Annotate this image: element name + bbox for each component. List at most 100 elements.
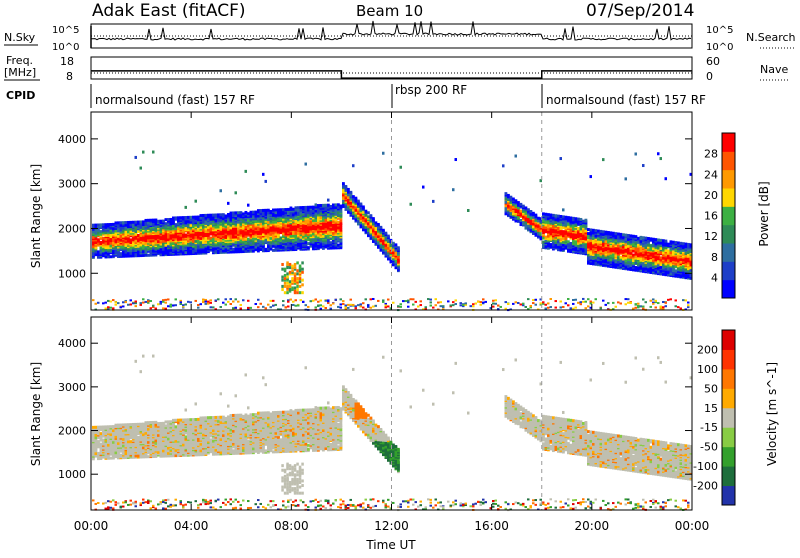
power-cell <box>332 203 335 206</box>
power-cell <box>380 226 383 229</box>
power-cell <box>140 302 143 304</box>
power-cell <box>262 221 265 224</box>
power-cell <box>530 225 533 228</box>
power-cell <box>382 234 385 237</box>
power-cell <box>230 226 233 229</box>
power-cell <box>650 262 653 265</box>
power-cell <box>262 228 265 231</box>
power-cell <box>327 302 330 304</box>
power-cell <box>277 247 280 250</box>
power-cell <box>392 242 395 245</box>
power-cell <box>395 251 398 254</box>
power-cell <box>317 301 320 303</box>
power-cell <box>367 304 370 306</box>
power-cell <box>375 221 378 224</box>
power-cell <box>565 302 568 304</box>
power-cell <box>580 303 583 305</box>
power-cell <box>387 299 390 301</box>
power-cell <box>247 307 250 309</box>
power-cell <box>590 301 593 303</box>
power-cell <box>472 303 475 305</box>
power-cell <box>217 298 220 300</box>
power-cell <box>660 272 663 275</box>
power-cell <box>150 219 153 222</box>
power-cell <box>135 235 138 238</box>
power-cell <box>655 242 658 245</box>
power-cell <box>555 241 558 244</box>
power-cell <box>545 226 548 229</box>
power-cell <box>325 204 328 207</box>
power-cell <box>110 234 113 237</box>
power-cell <box>517 206 520 209</box>
power-cell <box>190 233 193 236</box>
power-cell <box>447 300 450 302</box>
power-cell <box>360 216 363 219</box>
power-cell <box>235 229 238 232</box>
power-cell <box>307 306 310 308</box>
power-cell <box>210 224 213 227</box>
power-cell <box>280 208 283 211</box>
power-cell <box>355 197 358 200</box>
cpid-row: CPID normalsound (fast) 157 RF rbsp 200 … <box>6 83 706 108</box>
power-cell <box>107 255 110 258</box>
nsky-panel: N.Sky 10^5 10^0 10^5 10^0 N.Search <box>4 21 796 53</box>
power-cell <box>167 233 170 236</box>
power-cell <box>282 304 285 306</box>
power-cell <box>325 300 328 302</box>
power-cell <box>150 232 153 235</box>
power-cell <box>122 301 125 303</box>
power-cell <box>432 200 435 203</box>
power-cell <box>137 250 140 253</box>
power-cell <box>320 209 323 212</box>
power-cell <box>580 234 583 237</box>
power-cell <box>550 306 553 308</box>
power-cell <box>112 227 115 230</box>
power-cell <box>310 238 313 241</box>
power-cell <box>287 305 290 307</box>
power-cell <box>522 303 525 305</box>
power-cell <box>507 194 510 197</box>
power-cell <box>272 300 275 302</box>
power-cell <box>110 244 113 247</box>
power-cell <box>630 240 633 243</box>
power-cell <box>320 234 323 237</box>
power-cell <box>682 299 685 301</box>
power-cell <box>247 300 250 302</box>
power-cell <box>170 306 173 308</box>
power-cell <box>430 301 433 303</box>
power-cell <box>567 240 570 243</box>
power-cell <box>282 208 285 211</box>
power-cell <box>157 236 160 239</box>
nsearch-tick-top: 10^5 <box>706 25 733 36</box>
power-cell <box>687 302 690 304</box>
power-cell <box>632 262 635 265</box>
power-cell <box>575 231 578 234</box>
power-cell <box>260 209 263 212</box>
power-cell <box>587 251 590 254</box>
power-cell <box>322 247 325 250</box>
power-cell <box>377 223 380 226</box>
power-cell <box>255 237 258 240</box>
power-cell <box>560 215 563 218</box>
power-cell <box>622 233 625 236</box>
power-cell <box>97 250 100 253</box>
power-cell <box>605 240 608 243</box>
power-cell <box>382 152 385 155</box>
power-cell <box>307 214 310 217</box>
power-cell <box>125 251 128 254</box>
nsky-trace <box>91 21 691 48</box>
power-cell <box>182 238 185 241</box>
power-cell <box>140 304 143 306</box>
freq-line <box>91 71 692 78</box>
power-cell <box>237 231 240 234</box>
power-cell <box>617 257 620 260</box>
power-cell <box>515 155 518 158</box>
power-cell <box>480 304 483 306</box>
power-cell <box>235 191 238 194</box>
power-cell <box>112 250 115 253</box>
power-cell <box>130 299 133 301</box>
power-cell <box>105 223 108 226</box>
power-cell <box>140 234 143 237</box>
